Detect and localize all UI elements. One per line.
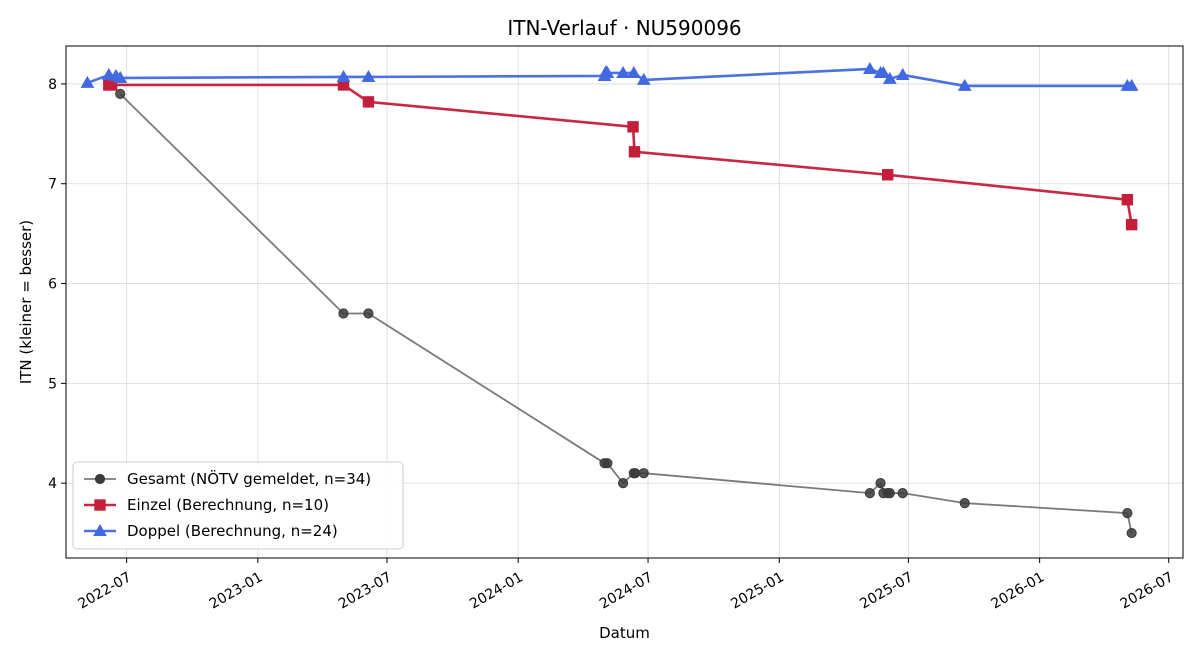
y-tick-label: 6	[48, 277, 57, 293]
series-line	[119, 93, 1133, 534]
series-layer	[80, 61, 1139, 539]
data-point	[1126, 527, 1137, 539]
data-point	[876, 65, 891, 78]
y-axis-ticks: 4 5 6 7 8	[48, 77, 66, 492]
data-point	[884, 488, 895, 499]
data-point	[617, 478, 629, 489]
data-point	[628, 146, 641, 158]
x-axis-title: Datum	[599, 624, 650, 642]
data-point	[882, 71, 897, 84]
legend-marker	[93, 523, 107, 536]
data-point	[115, 88, 126, 100]
data-point	[1122, 507, 1133, 519]
y-tick-label: 7	[48, 177, 57, 193]
data-point	[113, 70, 128, 83]
data-point	[864, 488, 875, 499]
legend-box	[72, 461, 404, 550]
legend-label: Einzel (Berechnung, n=10)	[127, 496, 329, 514]
data-point	[336, 69, 351, 82]
plot-frame	[65, 45, 1184, 559]
data-point	[363, 308, 374, 319]
series-gesamt	[115, 88, 1137, 539]
y-tick-label: 4	[48, 476, 57, 492]
data-point	[362, 96, 375, 108]
data-point	[895, 67, 910, 80]
y-tick-label: 5	[48, 376, 57, 392]
data-point	[630, 468, 641, 479]
data-point	[1124, 78, 1139, 91]
legend: Gesamt (NÖTV gemeldet, n=34) Einzel (Bere…	[72, 461, 404, 550]
data-point	[957, 78, 972, 91]
legend-marker	[94, 499, 106, 511]
data-point	[636, 72, 651, 85]
chart-title: ITN-Verlauf · NU590096	[507, 16, 741, 40]
data-point	[638, 468, 649, 479]
data-point	[1125, 218, 1138, 231]
data-point	[627, 121, 639, 133]
data-point	[616, 65, 630, 78]
data-point	[361, 69, 376, 82]
data-point	[863, 61, 877, 74]
data-point	[80, 75, 95, 88]
series-doppel	[80, 61, 1139, 91]
data-point	[1121, 193, 1134, 206]
data-point	[602, 458, 613, 469]
data-point	[897, 488, 908, 499]
legend-label: Doppel (Berechnung, n=24)	[127, 522, 338, 540]
data-point	[875, 478, 886, 489]
data-point	[600, 65, 615, 78]
legend-marker	[94, 473, 106, 485]
data-point	[626, 65, 641, 78]
grid-lines	[66, 46, 1183, 558]
legend-label: Gesamt (NÖTV gemeldet, n=34)	[127, 469, 371, 488]
y-axis-title: ITN (kleiner = besser)	[17, 220, 35, 384]
data-point	[959, 498, 970, 509]
data-point	[882, 169, 894, 181]
data-point	[338, 308, 349, 319]
y-tick-label: 8	[48, 77, 57, 93]
